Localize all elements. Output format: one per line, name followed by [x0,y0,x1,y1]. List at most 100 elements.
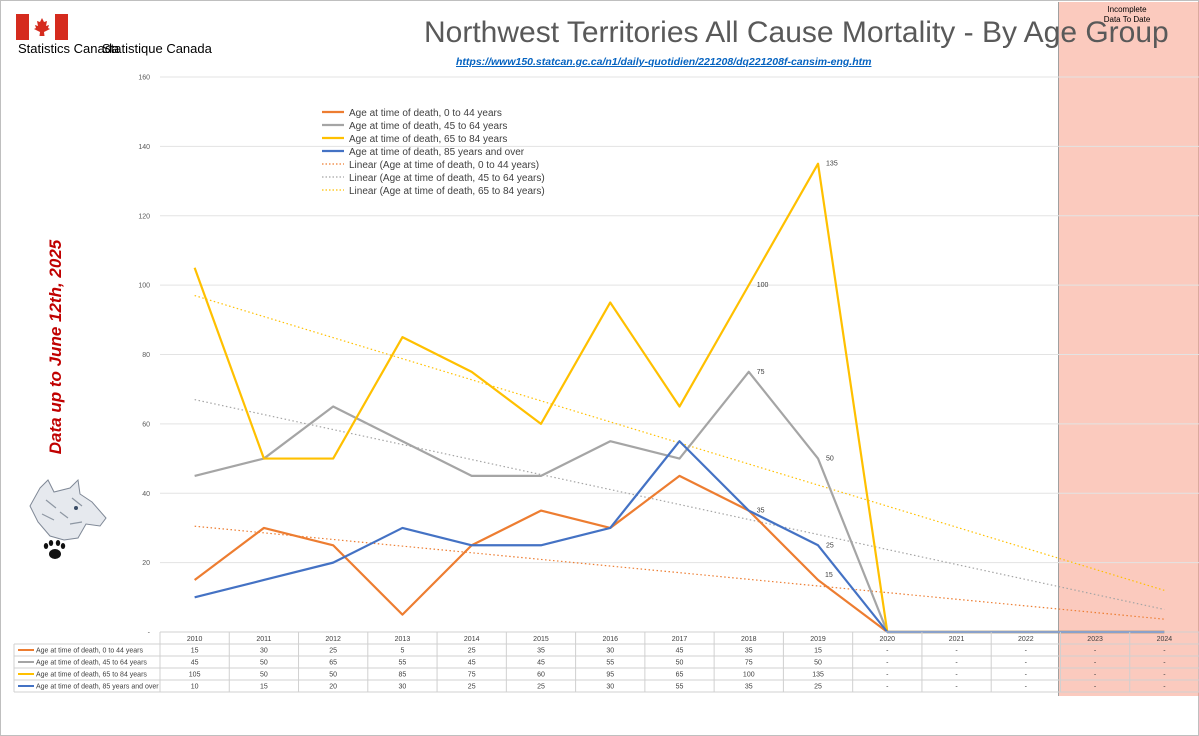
series-line-age_65_84 [193,162,1165,634]
data-label: 50 [826,456,834,463]
table-cell: - [1163,684,1166,691]
table-cell: - [1025,684,1028,691]
table-cell: 135 [812,672,824,679]
data-label: 35 [757,508,765,515]
x-tick-label: 2014 [464,636,480,643]
table-cell: 50 [814,660,822,667]
data-label: 25 [826,542,834,549]
table-cell: 45 [468,660,476,667]
data-table: 2010 2011 2012 2013 2014 2015 2016 2017 2018 2019… [13,631,1199,693]
x-tick-label: 2021 [949,636,965,643]
brand-english: Statistics Canada [18,41,120,56]
table-cell: - [1094,660,1097,667]
x-tick-label: 2024 [1157,636,1173,643]
table-cell: - [1025,672,1028,679]
table-cell: 95 [606,672,614,679]
legend-entry: Linear (Age at time of death, 65 to 84 y… [349,186,545,197]
table-cell: 25 [537,684,545,691]
series-line-age_85_plus [194,440,1165,634]
x-tick-label: 2015 [533,636,549,643]
y-axis: 20 40 60 80 100 120 140 160 - [138,75,150,637]
table-cell: - [955,648,958,655]
table-cell: 35 [745,684,753,691]
table-cell: 65 [329,660,337,667]
y-tick-label: 20 [142,560,150,567]
y-tick-label: 100 [138,283,150,290]
table-cell: 50 [260,660,268,667]
x-tick-label: 2020 [880,636,896,643]
x-tick-label: 2023 [1087,636,1103,643]
legend-entry: Age at time of death, 65 to 84 years [349,134,507,145]
table-cell: 15 [260,684,268,691]
table-cell: 35 [745,648,753,655]
table-cell: - [1094,684,1097,691]
series-line-age_0_44 [193,474,1165,634]
trendline [194,294,1165,591]
data-series [193,162,1165,634]
table-cell: 15 [814,648,822,655]
table-cell: 30 [606,648,614,655]
x-tick-label: 2012 [325,636,341,643]
table-cell: 20 [329,684,337,691]
x-tick-label: 2018 [741,636,757,643]
table-row-label: Age at time of death, 85 years and over [36,684,159,691]
table-cell: 50 [676,660,684,667]
table-cell: 25 [468,648,476,655]
source-link[interactable]: https://www150.statcan.gc.ca/n1/daily-qu… [456,56,872,68]
brand-french: Statistique Canada [102,41,212,56]
table-cell: 50 [329,672,337,679]
y-tick-label: - [148,630,151,637]
table-cell: 25 [329,648,337,655]
table-cell: 75 [468,672,476,679]
y-tick-label: 40 [142,491,150,498]
table-cell: 25 [468,684,476,691]
incomplete-data-shade [1058,2,1199,696]
table-cell: - [886,648,889,655]
data-label: 100 [757,282,769,289]
legend-entry: Linear (Age at time of death, 45 to 64 y… [349,173,545,184]
y-tick-label: 140 [138,144,150,151]
x-tick-label: 2013 [395,636,411,643]
x-tick-label: 2011 [256,636,271,643]
table-cell: - [955,660,958,667]
table-cell: 35 [537,648,545,655]
table-cell: 65 [676,672,684,679]
trendline [194,525,1165,620]
table-cell: 5 [400,648,404,655]
y-tick-label: 160 [138,75,150,82]
y-tick-label: 60 [142,421,150,428]
x-tick-label: 2022 [1018,636,1034,643]
table-cell: - [1094,672,1097,679]
table-cell: 30 [606,684,614,691]
y-tick-label: 80 [142,352,150,359]
table-cell: 75 [745,660,753,667]
x-tick-label: 2010 [187,636,203,643]
table-cell: 60 [537,672,545,679]
x-tick-label: 2019 [810,636,826,643]
table-cell: - [1094,648,1097,655]
table-cell: 45 [537,660,545,667]
table-cell: 50 [260,672,268,679]
table-cell: 25 [814,684,822,691]
incomplete-data-note: Incomplete Data To Date [1103,5,1151,24]
legend-entry: Linear (Age at time of death, 0 to 44 ye… [349,160,539,171]
table-cell: - [886,684,889,691]
gridlines [160,76,1199,564]
trendline [194,399,1165,611]
table-cell: - [1163,672,1166,679]
legend-entry: Age at time of death, 45 to 64 years [349,121,507,132]
legend-entry: Age at time of death, 0 to 44 years [349,108,502,119]
table-cell: - [1163,660,1166,667]
legend-entry: Age at time of death, 85 years and over [349,147,525,158]
table-cell: 55 [606,660,614,667]
y-tick-label: 120 [138,213,150,220]
table-cell: 100 [743,672,755,679]
table-cell: - [1025,648,1028,655]
table-cell: 55 [676,684,684,691]
x-tick-label: 2016 [602,636,618,643]
series-line-age_45_64 [194,370,1165,634]
data-label: 15 [825,572,833,579]
table-cell: 55 [399,660,407,667]
table-row-label: Age at time of death, 65 to 84 years [36,672,147,679]
